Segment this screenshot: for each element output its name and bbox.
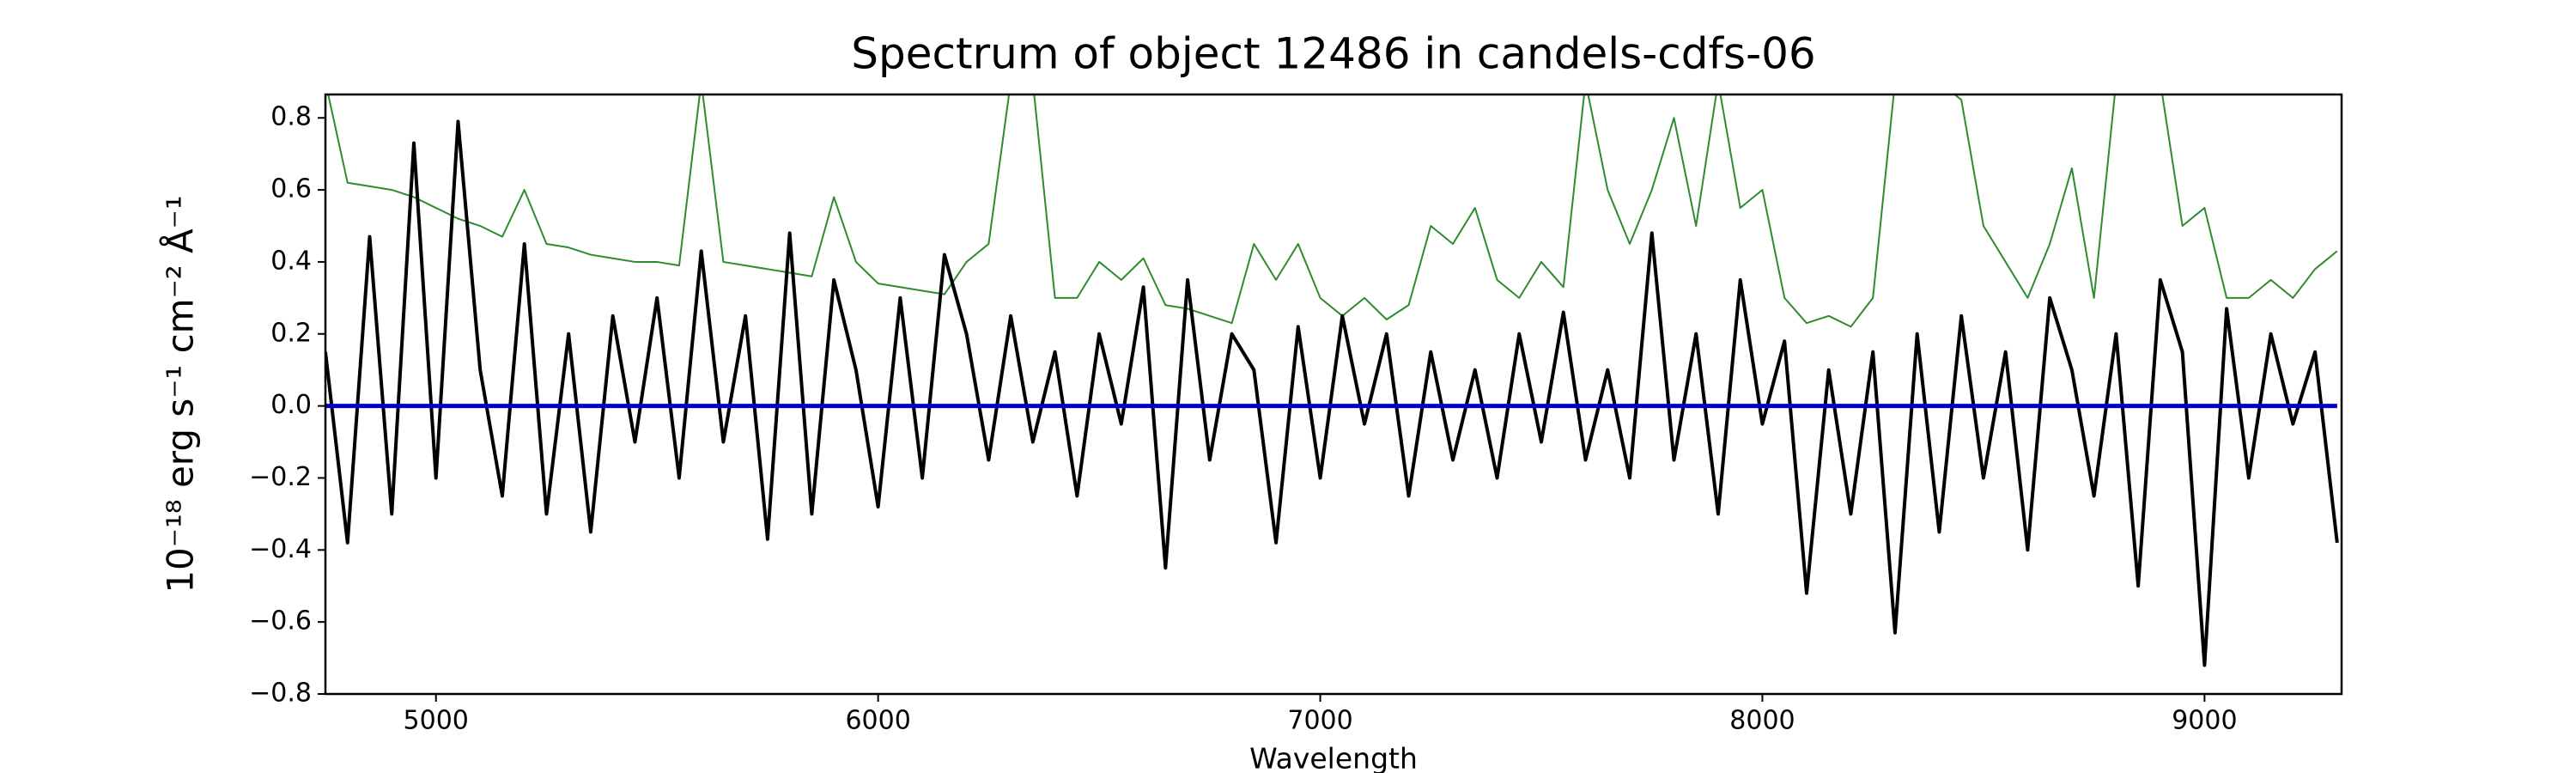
x-tick-label: 8000 [1729, 706, 1795, 736]
x-axis-label: Wavelength [1249, 742, 1418, 773]
y-tick-label: 0.4 [270, 246, 312, 276]
chart-title: Spectrum of object 12486 in candels-cdfs… [851, 29, 1816, 79]
plot-frame [324, 93, 2343, 696]
y-tick-label: −0.6 [249, 606, 312, 636]
plot-area [325, 94, 2339, 667]
x-tick-label: 6000 [845, 706, 910, 736]
y-axis-label: 10⁻¹⁸ erg s⁻¹ cm⁻² Å⁻¹ [159, 195, 202, 593]
x-tick-label: 5000 [404, 706, 469, 736]
x-tick-label: 9000 [2172, 706, 2237, 736]
y-tick-label: 0.8 [270, 102, 312, 132]
y-tick-label: −0.2 [249, 462, 312, 492]
spectrum-line [327, 94, 2338, 328]
y-tick-label: 0.0 [270, 390, 312, 420]
y-tick-label: −0.8 [249, 679, 312, 709]
x-tick-label: 7000 [1287, 706, 1352, 736]
y-tick-label: 0.6 [270, 174, 312, 204]
spectrum-line [325, 119, 2339, 667]
y-tick-label: 0.2 [270, 318, 312, 348]
y-tick-label: −0.4 [249, 534, 312, 564]
